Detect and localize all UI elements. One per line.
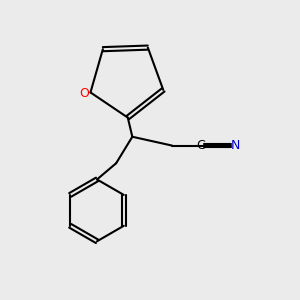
Text: O: O	[79, 87, 89, 101]
Text: N: N	[231, 139, 240, 152]
Text: C: C	[196, 139, 205, 152]
